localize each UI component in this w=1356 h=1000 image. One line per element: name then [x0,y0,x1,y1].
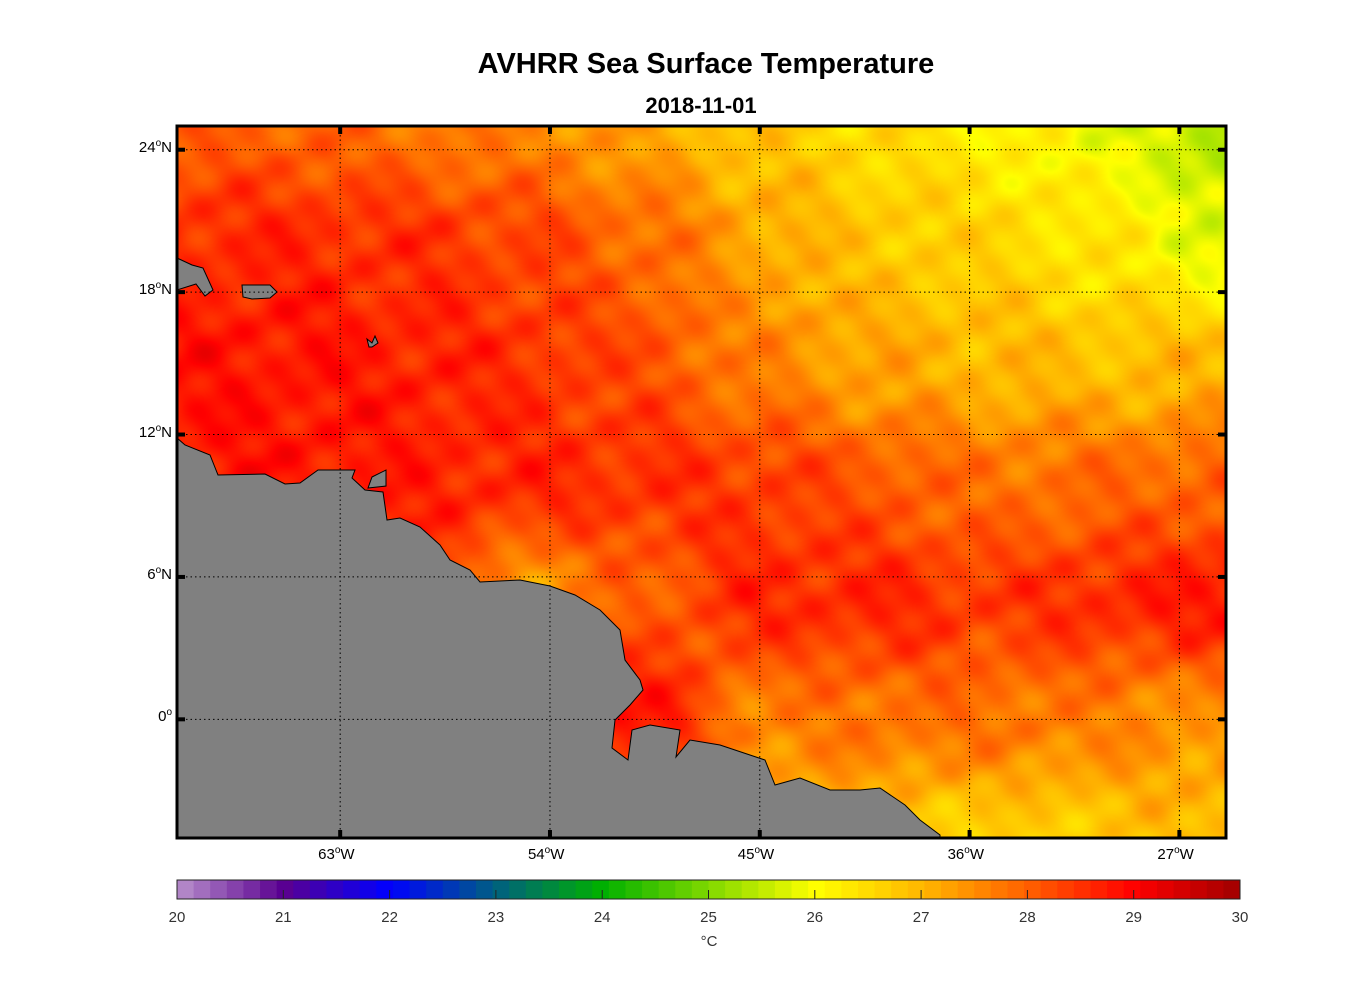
colorbar-swatch [808,880,826,899]
colorbar-swatch [741,880,759,899]
colorbar-tick-label: 21 [274,909,292,926]
land-guadeloupe [366,334,379,348]
colorbar-swatch [924,880,942,899]
y-tick-label: 0o [158,707,172,726]
x-tick-label: 54oW [527,845,565,863]
colorbar [177,880,1241,899]
colorbar-swatch [409,880,427,899]
colorbar-swatch [525,880,543,899]
colorbar-swatch [559,880,577,899]
colorbar-swatch [1057,880,1075,899]
colorbar-swatch [210,880,228,899]
colorbar-swatch [1123,880,1141,899]
colorbar-swatch [509,880,527,899]
colorbar-swatch [309,880,327,899]
colorbar-tick-label: 28 [1019,909,1036,926]
x-tick-label: 27oW [1157,845,1194,863]
colorbar-swatch [459,880,477,899]
colorbar-swatch [1223,880,1241,899]
colorbar-ticks [282,890,1135,899]
gridlines [177,126,1226,838]
colorbar-swatch [1107,880,1125,899]
colorbar-swatch [592,880,610,899]
colorbar-swatch [891,880,909,899]
colorbar-tick-label: 25 [700,909,717,926]
colorbar-swatch [841,880,859,899]
land-hispaniola [176,257,214,297]
colorbar-swatch [492,880,510,899]
land-south-america [176,436,941,839]
colorbar-swatch [575,880,593,899]
colorbar-swatch [1156,880,1175,899]
colorbar-swatch [941,880,959,899]
colorbar-tick-label: 30 [1231,909,1249,926]
colorbar-swatch [326,880,344,899]
colorbar-swatch [293,880,311,899]
colorbar-swatch [658,880,676,899]
colorbar-swatch [857,880,876,899]
land-trinidad [367,469,387,489]
x-tick-label: 63oW [318,845,355,863]
colorbar-swatch [725,880,743,899]
colorbar-swatch [1007,880,1025,899]
colorbar-swatch [1190,880,1208,899]
colorbar-swatch [1073,880,1092,899]
colorbar-tick-label: 27 [912,909,930,926]
colorbar-swatch [1024,880,1042,899]
colorbar-swatch [1090,880,1108,899]
colorbar-swatch [608,880,626,899]
colorbar-swatch [791,880,809,899]
colorbar-swatch [642,880,660,899]
colorbar-swatch [226,880,244,899]
colorbar-swatch [691,880,709,899]
colorbar-swatch [177,880,195,899]
colorbar-unit-label: °C [700,933,718,950]
colorbar-swatch [392,880,411,899]
colorbar-swatch [260,880,278,899]
colorbar-tick-label: 26 [806,909,824,926]
colorbar-swatch [343,880,361,899]
colorbar-swatch [542,880,560,899]
chart-title: AVHRR Sea Surface Temperature [477,48,935,80]
colorbar-swatch [243,880,261,899]
colorbar-swatch [974,880,992,899]
colorbar-swatch [1040,880,1058,899]
colorbar-tick-label: 24 [593,909,611,926]
colorbar-swatch [675,880,693,899]
colorbar-swatch [758,880,776,899]
chart-subtitle: 2018-11-01 [645,93,757,118]
colorbar-swatch [824,880,842,899]
colorbar-swatch [774,880,793,899]
colorbar-swatch [1140,880,1158,899]
y-tick-label: 12oN [138,422,172,441]
colorbar-swatch [475,880,494,899]
map-frame [175,124,1228,840]
y-tick-label: 18oN [138,280,172,299]
colorbar-swatch [907,880,925,899]
colorbar-swatch [1173,880,1191,899]
colorbar-tick-label: 29 [1125,909,1143,926]
y-tick-label: 6oN [147,564,172,583]
y-tick-label: 24oN [138,137,172,156]
colorbar-tick-label: 22 [381,909,398,926]
colorbar-swatch [193,880,211,899]
colorbar-swatch [359,880,377,899]
colorbar-tick-label: 20 [168,909,186,926]
colorbar-swatch [957,880,975,899]
x-tick-label: 36oW [947,845,984,863]
colorbar-swatch [874,880,892,899]
colorbar-swatch [708,880,726,899]
colorbar-swatch [1206,880,1224,899]
colorbar-swatch [990,880,1008,899]
land [176,257,941,839]
colorbar-swatch [276,880,294,899]
colorbar-tick-label: 23 [487,909,505,926]
colorbar-swatch [442,880,460,899]
colorbar-swatch [625,880,643,899]
colorbar-swatch [376,880,394,899]
colorbar-swatch [426,880,444,899]
x-tick-label: 45oW [737,845,775,863]
